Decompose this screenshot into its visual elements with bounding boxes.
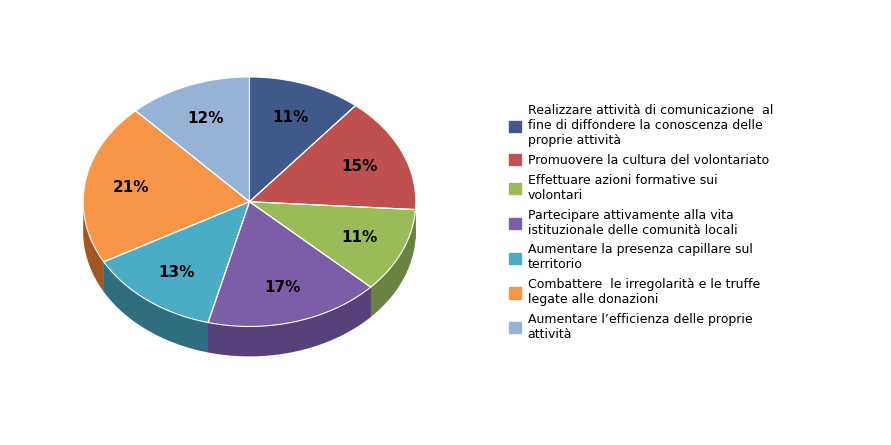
Polygon shape xyxy=(371,210,415,317)
Polygon shape xyxy=(249,202,415,239)
Polygon shape xyxy=(208,287,371,356)
Polygon shape xyxy=(83,203,103,292)
Text: 21%: 21% xyxy=(113,180,150,195)
Polygon shape xyxy=(83,111,249,262)
Text: 13%: 13% xyxy=(158,265,194,280)
Polygon shape xyxy=(103,262,208,352)
Text: 12%: 12% xyxy=(187,111,224,125)
Text: 17%: 17% xyxy=(265,280,301,295)
Polygon shape xyxy=(208,202,249,352)
Polygon shape xyxy=(249,202,371,317)
Polygon shape xyxy=(249,202,415,239)
Polygon shape xyxy=(249,202,415,287)
Polygon shape xyxy=(103,202,249,323)
Text: 11%: 11% xyxy=(341,230,378,245)
Text: 15%: 15% xyxy=(341,158,378,174)
Polygon shape xyxy=(208,202,249,352)
Polygon shape xyxy=(208,202,371,327)
Polygon shape xyxy=(103,202,249,292)
Legend: Realizzare attività di comunicazione  al
fine di diffondere la conoscenza delle
: Realizzare attività di comunicazione al … xyxy=(505,100,777,345)
Polygon shape xyxy=(103,202,249,292)
Text: 11%: 11% xyxy=(272,110,308,125)
Polygon shape xyxy=(249,202,371,317)
Polygon shape xyxy=(249,105,416,210)
Polygon shape xyxy=(135,77,249,202)
Polygon shape xyxy=(249,77,356,202)
